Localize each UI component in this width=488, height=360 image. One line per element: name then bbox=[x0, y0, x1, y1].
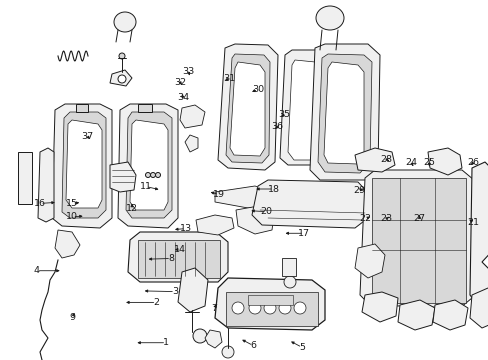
Bar bbox=[282, 258, 295, 276]
Text: 36: 36 bbox=[271, 122, 283, 131]
Text: 1: 1 bbox=[163, 338, 169, 347]
Polygon shape bbox=[309, 44, 379, 180]
Text: 2: 2 bbox=[153, 298, 159, 307]
Text: 30: 30 bbox=[252, 85, 264, 94]
Text: 22: 22 bbox=[359, 214, 371, 223]
Polygon shape bbox=[62, 112, 106, 218]
Text: 9: 9 bbox=[69, 313, 75, 322]
Bar bbox=[225, 292, 317, 326]
Text: 27: 27 bbox=[413, 214, 425, 223]
Polygon shape bbox=[118, 104, 178, 228]
Circle shape bbox=[150, 172, 155, 177]
Polygon shape bbox=[469, 288, 488, 328]
Polygon shape bbox=[215, 278, 325, 330]
Polygon shape bbox=[178, 268, 207, 312]
Circle shape bbox=[231, 302, 244, 314]
Text: 26: 26 bbox=[467, 158, 478, 167]
Circle shape bbox=[132, 109, 138, 115]
Text: 5: 5 bbox=[299, 343, 305, 352]
Text: 12: 12 bbox=[126, 203, 138, 212]
Polygon shape bbox=[196, 215, 234, 235]
Polygon shape bbox=[236, 205, 273, 234]
Text: 29: 29 bbox=[353, 186, 365, 194]
Text: 25: 25 bbox=[423, 158, 434, 167]
Polygon shape bbox=[361, 292, 397, 322]
Text: 3: 3 bbox=[172, 287, 178, 296]
Polygon shape bbox=[280, 50, 325, 165]
Text: 7: 7 bbox=[211, 304, 217, 313]
Circle shape bbox=[264, 302, 275, 314]
Polygon shape bbox=[427, 148, 461, 175]
Text: 34: 34 bbox=[177, 94, 189, 102]
Text: 28: 28 bbox=[380, 155, 391, 163]
Circle shape bbox=[279, 302, 290, 314]
Text: 37: 37 bbox=[81, 132, 93, 140]
Polygon shape bbox=[66, 120, 102, 208]
Polygon shape bbox=[218, 44, 278, 170]
Polygon shape bbox=[130, 120, 168, 210]
Bar bbox=[371, 178, 465, 303]
Text: 18: 18 bbox=[267, 184, 279, 194]
Bar bbox=[138, 104, 152, 112]
Text: 6: 6 bbox=[250, 341, 256, 350]
Text: 4: 4 bbox=[34, 266, 40, 275]
Polygon shape bbox=[204, 330, 222, 348]
Text: 13: 13 bbox=[180, 224, 191, 233]
Polygon shape bbox=[287, 60, 319, 160]
Text: 21: 21 bbox=[467, 218, 478, 227]
Ellipse shape bbox=[315, 6, 343, 30]
Polygon shape bbox=[52, 104, 112, 228]
Text: 14: 14 bbox=[174, 245, 185, 253]
Polygon shape bbox=[110, 162, 136, 192]
Ellipse shape bbox=[114, 12, 136, 32]
Text: 16: 16 bbox=[34, 199, 46, 208]
Polygon shape bbox=[354, 148, 394, 172]
Circle shape bbox=[193, 329, 206, 343]
Text: 33: 33 bbox=[182, 67, 194, 76]
Polygon shape bbox=[229, 62, 264, 156]
Polygon shape bbox=[432, 300, 467, 330]
Polygon shape bbox=[354, 244, 384, 278]
Polygon shape bbox=[38, 148, 54, 222]
Polygon shape bbox=[130, 108, 150, 118]
Text: 24: 24 bbox=[405, 158, 417, 167]
Polygon shape bbox=[397, 300, 434, 330]
Text: 10: 10 bbox=[66, 212, 78, 221]
Polygon shape bbox=[317, 54, 371, 173]
Polygon shape bbox=[251, 180, 369, 228]
Polygon shape bbox=[126, 112, 172, 218]
Circle shape bbox=[222, 346, 234, 358]
Text: 32: 32 bbox=[174, 77, 185, 86]
Text: 31: 31 bbox=[223, 74, 234, 83]
Text: 23: 23 bbox=[380, 214, 391, 223]
Polygon shape bbox=[55, 230, 80, 258]
Text: 19: 19 bbox=[213, 190, 224, 199]
Bar bbox=[247, 295, 292, 305]
Text: 20: 20 bbox=[260, 207, 272, 216]
Polygon shape bbox=[180, 105, 204, 128]
Circle shape bbox=[118, 75, 126, 83]
Circle shape bbox=[119, 53, 125, 59]
Text: 15: 15 bbox=[66, 199, 78, 208]
Text: 35: 35 bbox=[278, 110, 290, 119]
Circle shape bbox=[284, 276, 295, 288]
Polygon shape bbox=[128, 232, 227, 282]
Polygon shape bbox=[469, 162, 488, 308]
Polygon shape bbox=[324, 62, 363, 164]
Circle shape bbox=[293, 302, 305, 314]
Polygon shape bbox=[225, 54, 269, 163]
Text: 11: 11 bbox=[140, 182, 151, 191]
Polygon shape bbox=[184, 135, 198, 152]
Circle shape bbox=[145, 172, 150, 177]
Bar bbox=[18, 152, 32, 204]
Polygon shape bbox=[359, 170, 473, 308]
Bar bbox=[138, 240, 220, 278]
Bar bbox=[76, 104, 88, 112]
Text: 17: 17 bbox=[298, 229, 309, 238]
Circle shape bbox=[248, 302, 261, 314]
Polygon shape bbox=[215, 186, 271, 208]
Polygon shape bbox=[110, 70, 132, 86]
Text: 8: 8 bbox=[168, 254, 174, 263]
Circle shape bbox=[155, 172, 160, 177]
